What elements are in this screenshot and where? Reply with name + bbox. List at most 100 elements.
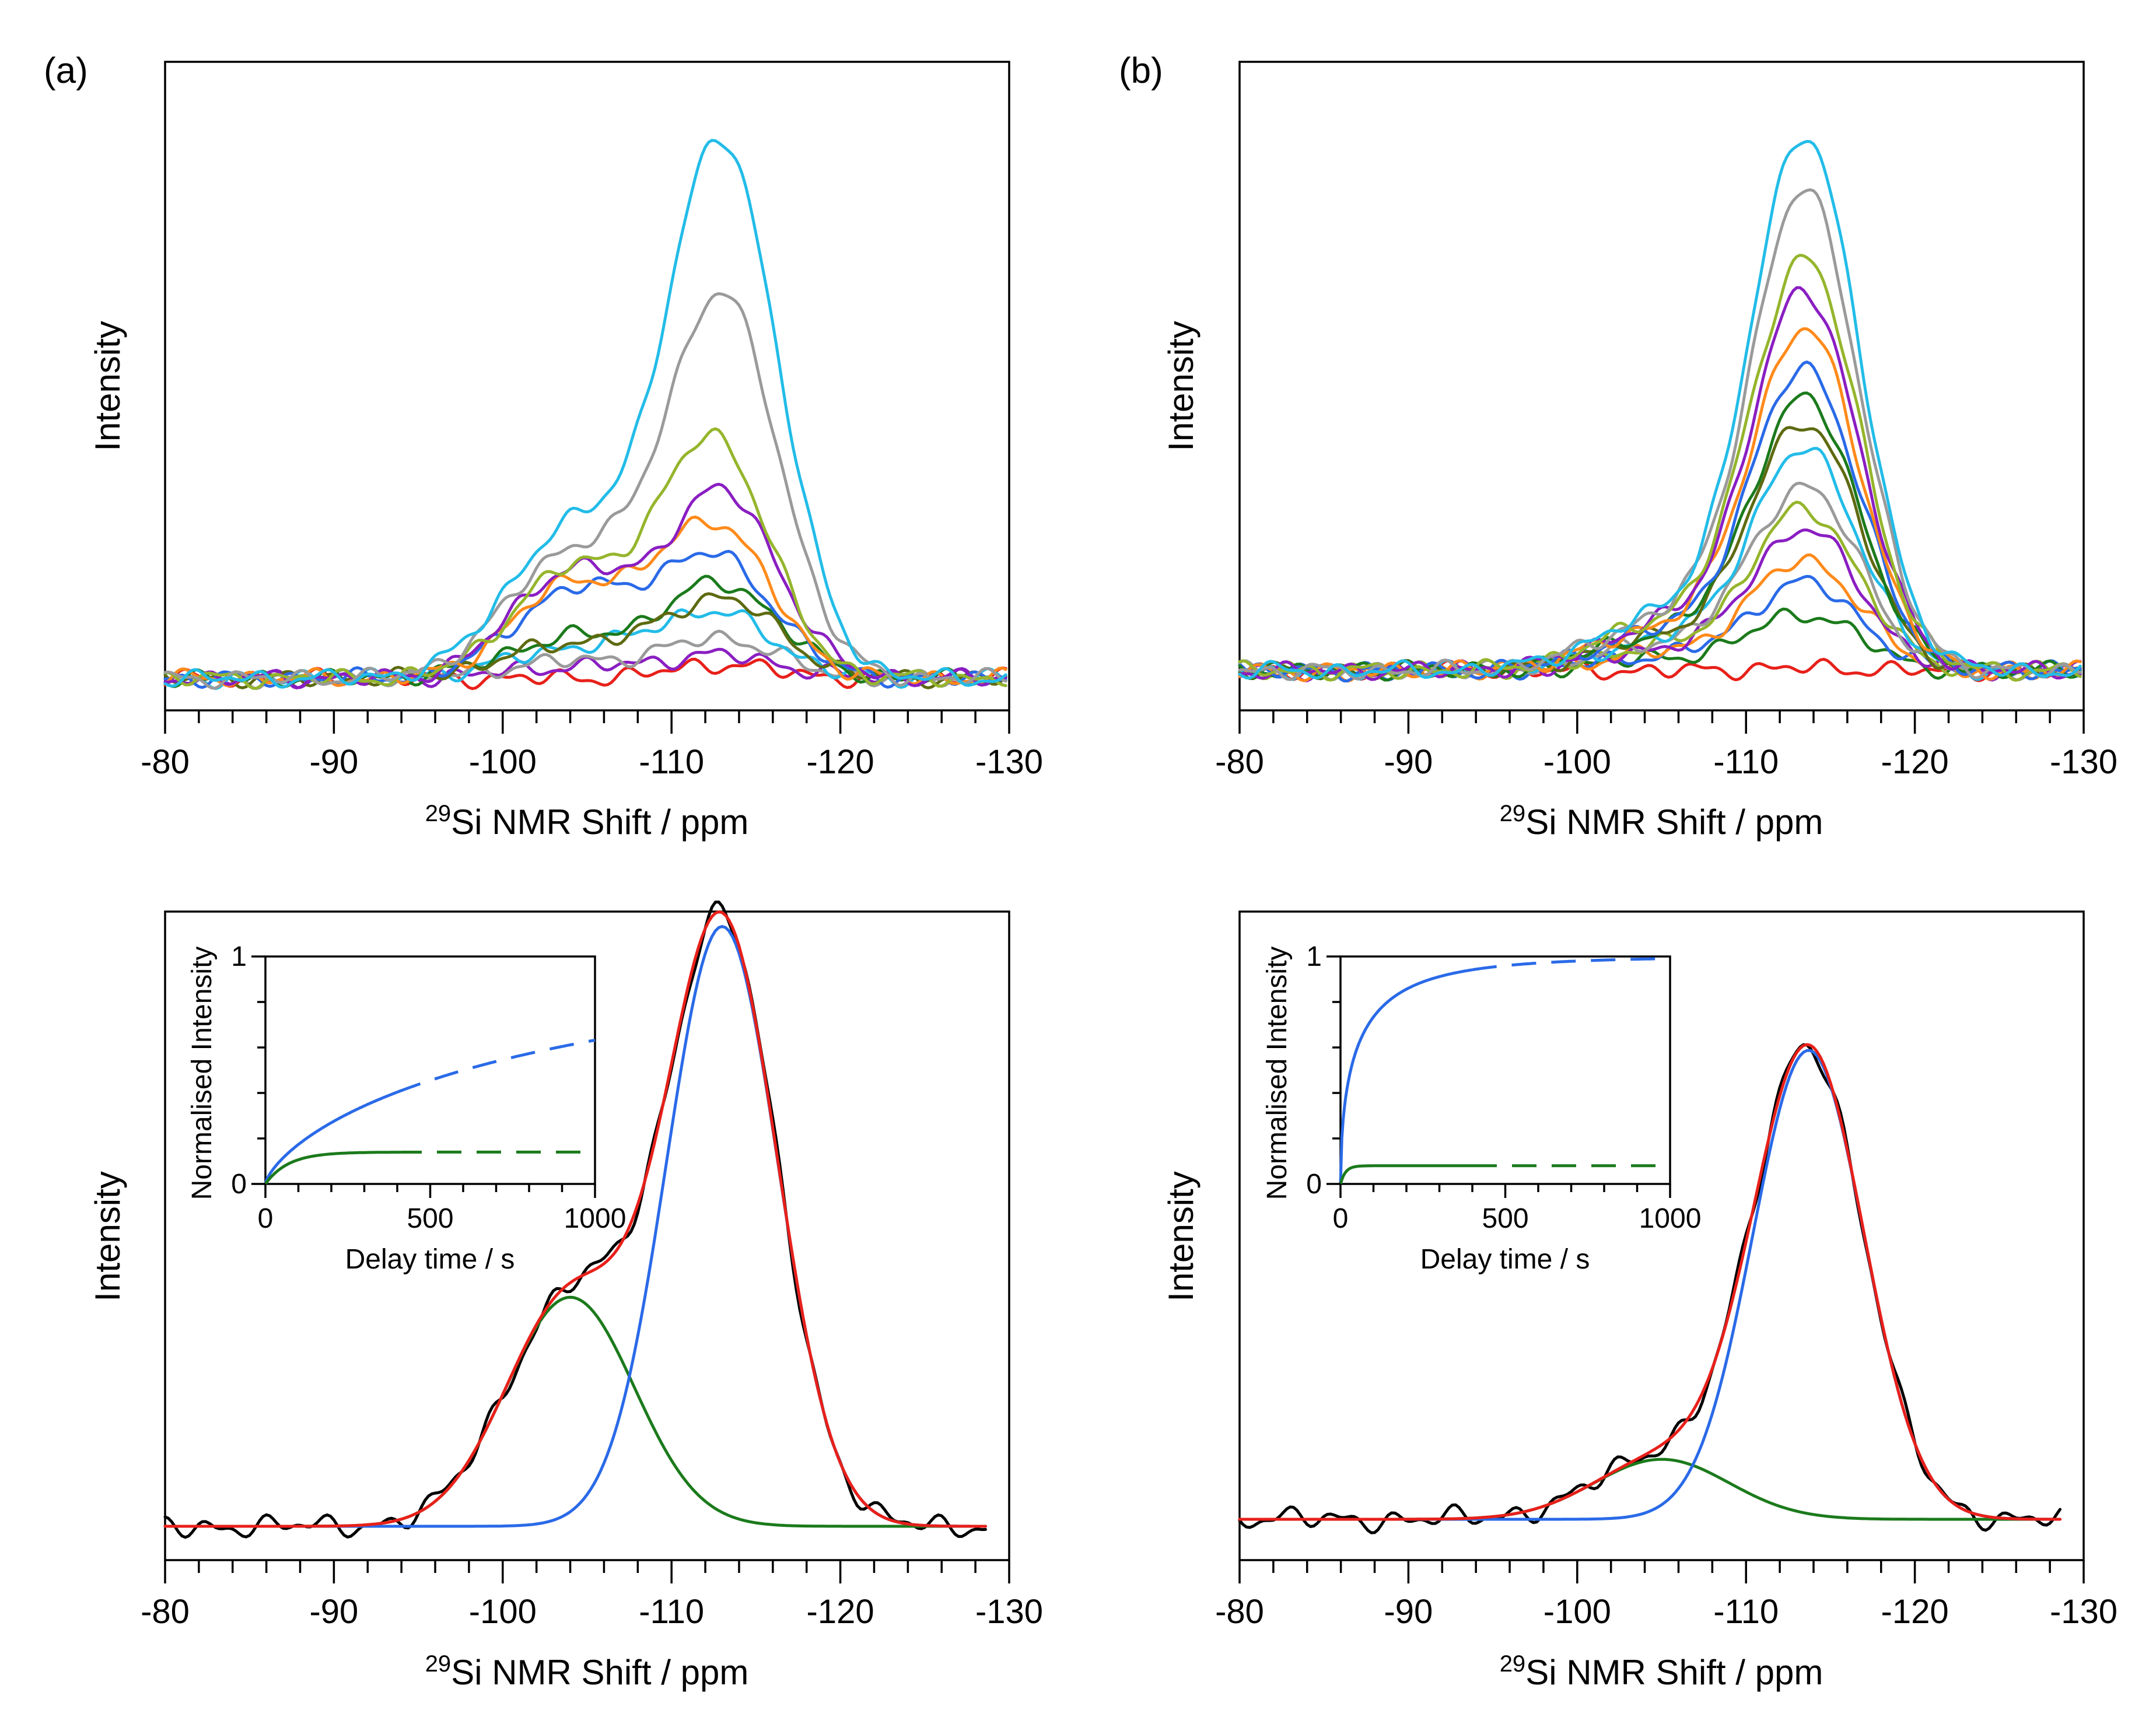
x-tick-label: -80	[141, 1593, 190, 1631]
inset-x-tick-label: 1000	[1639, 1203, 1702, 1234]
inset-x-tick-label: 500	[407, 1203, 453, 1234]
x-tick-label: -130	[2050, 1593, 2118, 1631]
spectrum-s10	[1238, 391, 2082, 682]
x-tick-label: -120	[1881, 1593, 1949, 1631]
x-tick-label: -100	[469, 1593, 537, 1631]
x-axis-label: 29Si NMR Shift / ppm	[1500, 801, 1824, 842]
x-tick-label: -130	[975, 743, 1043, 781]
inset-curve-green-solid	[264, 1151, 397, 1185]
x-tick-label: -80	[1215, 743, 1264, 781]
spectrum-fit-total	[163, 910, 987, 1528]
x-tick-label: -130	[975, 1593, 1043, 1631]
x-axis-label: 29Si NMR Shift / ppm	[425, 801, 749, 842]
inset-plot: 0 500 1000 0 1 Delay time / s Normalised Int…	[1262, 941, 1701, 1275]
inset-background	[265, 956, 595, 1184]
x-tick-label: -80	[141, 743, 190, 781]
x-tick-label: -90	[309, 1593, 358, 1631]
inset-tick-labels: 0 500 1000 0 1	[231, 941, 626, 1234]
x-axis-tick-labels: -80 -90 -100 -110 -120 -130	[141, 1593, 1043, 1631]
x-axis-ticks	[1238, 710, 2085, 734]
spectrum-s11	[163, 292, 1007, 690]
inset-y-tick-label: 1	[231, 941, 247, 972]
y-axis-label: Intensity	[1161, 1171, 1200, 1301]
inset-curve-green-solid	[1339, 1164, 1472, 1185]
x-tick-label: -110	[639, 1593, 704, 1631]
x-tick-label: -110	[1713, 743, 1779, 781]
x-tick-label: -90	[309, 743, 358, 781]
x-axis-ticks	[164, 1560, 1010, 1583]
y-axis-label: Intensity	[88, 321, 127, 451]
plot-frame	[164, 910, 1010, 1561]
x-tick-label: -90	[1384, 1593, 1433, 1631]
fit-curves-group	[163, 900, 987, 1539]
plot-frame	[1238, 910, 2085, 1561]
inset-tick-labels: 0 500 1000 0 1	[1306, 941, 1701, 1234]
inset-x-tick-label: 1000	[564, 1203, 626, 1234]
spectrum-s7	[1238, 481, 2082, 682]
x-axis-tick-labels: -80 -90 -100 -110 -120 -130	[1215, 1593, 2118, 1631]
inset-curve-blue-dashed	[397, 1039, 596, 1094]
spectrum-s10	[163, 427, 1007, 690]
y-axis-label: Intensity	[88, 1171, 127, 1301]
inset-x-label: Delay time / s	[1420, 1244, 1590, 1275]
x-tick-label: -100	[1544, 1593, 1611, 1631]
spectra-group	[163, 139, 1007, 691]
spectra-group	[1238, 140, 2082, 683]
plot-frame	[1238, 61, 2085, 712]
spectrum-fit-total	[1238, 1043, 2062, 1521]
inset-curve-blue-solid	[264, 1091, 398, 1185]
x-axis-ticks	[1238, 1560, 2085, 1583]
y-axis-label: Intensity	[1161, 321, 1200, 451]
inset-background	[1340, 956, 1670, 1184]
panel-a-bottom: -80 -90 -100 -110 -120 -130 29Si NMR Shift / …	[88, 900, 1043, 1692]
x-tick-label: -90	[1384, 743, 1433, 781]
x-axis-label: 29Si NMR Shift / ppm	[1500, 1651, 1824, 1692]
x-axis-label: 29Si NMR Shift / ppm	[425, 1651, 749, 1692]
spectrum-s8	[163, 515, 1007, 688]
inset-x-tick-label: 0	[258, 1203, 274, 1234]
panel-b-top: (b) -80 -90 -100 -110 -120 -130 29Si NMR Shif…	[1119, 51, 2118, 842]
inset-y-tick-label: 0	[231, 1169, 247, 1200]
spectrum-s13	[1238, 286, 2082, 681]
inset-curve-blue-solid	[1339, 968, 1473, 1185]
inset-curves	[1339, 957, 1670, 1185]
x-tick-label: -110	[1713, 1593, 1779, 1631]
x-tick-label: -120	[1881, 743, 1949, 781]
inset-x-label: Delay time / s	[345, 1244, 515, 1275]
x-tick-label: -100	[469, 743, 537, 781]
inset-ticks	[251, 955, 596, 1198]
plot-frame	[164, 61, 1010, 712]
x-tick-label: -120	[807, 743, 874, 781]
spectrum-s15	[1238, 188, 2082, 681]
spectrum-s16	[1238, 140, 2082, 680]
spectrum-s12	[163, 139, 1007, 689]
fit-curves-group	[1238, 1043, 2062, 1534]
inset-x-tick-label: 500	[1482, 1203, 1528, 1234]
panel-label-a: (a)	[44, 51, 88, 91]
inset-y-label: Normalised Intensity	[187, 947, 218, 1200]
panel-b-bottom: -80 -90 -100 -110 -120 -130 29Si NMR Shift / …	[1161, 910, 2118, 1692]
x-tick-label: -130	[2050, 743, 2118, 781]
inset-y-tick-label: 1	[1306, 941, 1322, 972]
inset-x-tick-label: 0	[1333, 1203, 1349, 1234]
spectrum-s14	[1238, 254, 2082, 682]
spectrum-s5	[163, 574, 1007, 688]
inset-y-label: Normalised Intensity	[1262, 947, 1293, 1200]
panel-label-b: (b)	[1119, 51, 1163, 91]
panel-a-top: (a) -80 -90 -100 -110 -120 -130 29Si NMR Shif…	[44, 51, 1043, 842]
x-tick-label: -110	[639, 743, 704, 781]
inset-curves	[264, 1039, 596, 1185]
x-axis-ticks	[164, 710, 1010, 734]
spectrum-experimental	[1238, 1043, 2062, 1534]
x-tick-label: -80	[1215, 1593, 1264, 1631]
spectrum-s8	[1238, 447, 2082, 681]
inset-plot: 0 500 1000 0 1 Delay time / s Normalised Int…	[187, 941, 626, 1275]
inset-curve-blue-dashed	[1472, 957, 1670, 972]
x-tick-label: -100	[1544, 743, 1611, 781]
spectrum-s12	[1238, 327, 2082, 682]
inset-y-tick-label: 0	[1306, 1169, 1322, 1200]
x-tick-label: -120	[807, 1593, 874, 1631]
x-axis-tick-labels: -80 -90 -100 -110 -120 -130	[1215, 743, 2118, 781]
inset-ticks	[1326, 955, 1671, 1198]
